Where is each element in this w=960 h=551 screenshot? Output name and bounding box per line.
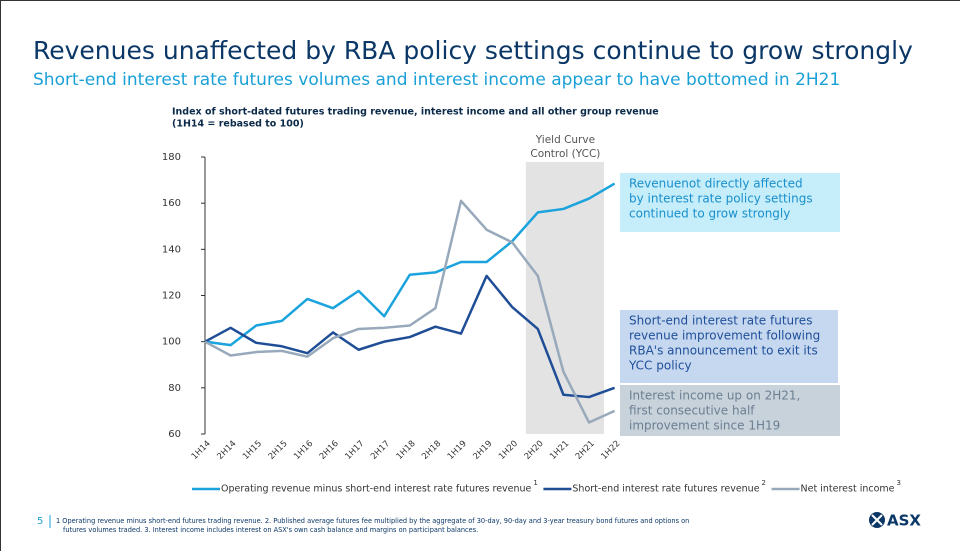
- legend-label: Short-end interest rate futures revenue: [572, 484, 759, 495]
- ycc-label: Yield Curve: [535, 134, 595, 146]
- annotation-text: improvement since 1H19: [629, 419, 780, 433]
- footnote: futures volumes traded. 3. Interest inco…: [63, 526, 478, 534]
- slide-subtitle: Short-end interest rate futures volumes …: [33, 70, 840, 90]
- series-line: [204, 274, 616, 399]
- series-line: [204, 182, 616, 347]
- legend-note: 2: [762, 479, 766, 487]
- y-tick-label: 100: [162, 337, 181, 348]
- y-tick-label: 160: [162, 198, 181, 209]
- y-tick-label: 140: [162, 244, 181, 255]
- page-number: 5: [37, 516, 43, 527]
- annotation-text: revenue improvement following: [629, 329, 820, 343]
- legend-note: 3: [897, 479, 901, 487]
- ycc-label: Control (YCC): [530, 148, 600, 160]
- logo: ASX: [887, 512, 921, 530]
- y-tick-label: 60: [168, 429, 181, 440]
- chart: Yield Curve Control (YCC) 60 80 100 120 140 160…: [162, 134, 901, 495]
- slide-title: Revenues unaffected by RBA policy settin…: [33, 36, 913, 65]
- chart-title: (1H14 = rebased to 100): [172, 119, 304, 130]
- footnote: 1 Operating revenue minus short-end futu…: [56, 517, 689, 525]
- annotation-text: Interest income up on 2H21,: [629, 389, 800, 403]
- annotation-box: [620, 310, 838, 383]
- y-tick-label: 120: [162, 291, 181, 302]
- y-tick-label: 180: [162, 152, 181, 163]
- legend-note: 1: [533, 479, 537, 487]
- ycc-shade: [525, 162, 604, 434]
- legend-label: Operating revenue minus short-end intere…: [221, 484, 532, 495]
- annotation-text: by interest rate policy settings: [629, 192, 813, 206]
- series-line: [204, 199, 616, 424]
- annotation-box: [620, 173, 840, 232]
- annotation-text: Revenuenot directly affected: [629, 177, 803, 191]
- y-tick-label: 80: [168, 383, 181, 394]
- chart-title: Index of short-dated futures trading rev…: [172, 107, 659, 118]
- annotation-text: Short-end interest rate futures: [629, 314, 812, 328]
- annotation-text: first consecutive half: [629, 404, 755, 418]
- legend-label: Net interest income: [801, 484, 895, 495]
- annotation-text: RBA's announcement to exit its: [629, 344, 818, 358]
- logo-cross: [871, 514, 883, 526]
- annotation-text: YCC policy: [628, 359, 692, 373]
- annotation-text: continued to grow strongly: [629, 207, 790, 221]
- annotation-box: [620, 385, 840, 436]
